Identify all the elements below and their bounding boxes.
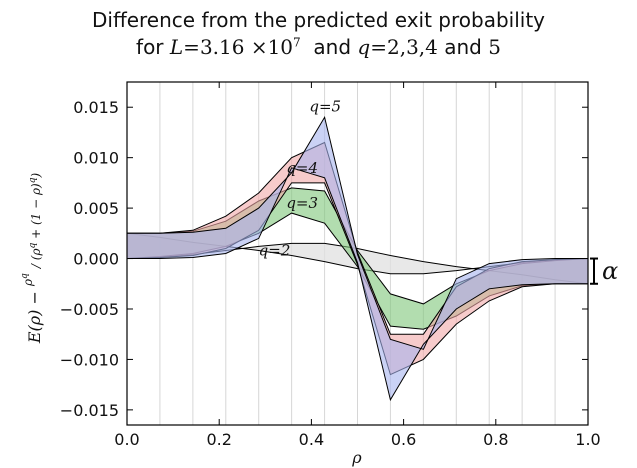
grid-layer [159,82,556,425]
y-tick-label: −0.010 [60,350,119,369]
y-tick-label: 0.015 [73,98,119,117]
title-q-symbol: q [357,35,371,59]
svg-text:E(ρ) − ρq / (ρq: E(ρ) − ρq / (ρq + (1 − ρ)q) [12,173,44,345]
chart-title-line-1: Difference from the predicted exit proba… [91,8,546,32]
x-tick-label: 0.6 [391,430,416,449]
title-and-1: and [313,35,352,59]
curve-label: q=3 [286,194,318,212]
x-tick-label: 0.2 [206,430,231,449]
band-q-5 [127,117,588,400]
band-upper-q-5 [127,115,588,350]
tick-layer: 0.015 0.010 0.005 0.000 −0.005 −0.010 −0.015 0.… [60,82,601,449]
chart-title-line-2: for L=3.16 ×107 and q=2,3,4 and 5 [136,35,501,59]
title-L-exponent: 7 [293,35,301,50]
y-axis-label: E(ρ) − ρq / (ρq + (1 − ρ)q) [12,173,44,345]
y-tick-label: −0.005 [60,300,119,319]
title-q-last: 5 [488,35,501,59]
band-lower-q-5 [127,167,588,402]
x-tick-label: 0.8 [483,430,508,449]
curve-label: q=2 [259,242,291,260]
title-L-symbol: L [169,35,184,59]
alpha-annotation: α [590,257,618,285]
x-tick-label: 0.4 [299,430,324,449]
y-tick-label: 0.010 [73,149,119,168]
curve-label-layer: q=5 q=4 q=3 q=2 [259,97,341,259]
title-L-value: 3.16 ×10 [199,35,294,59]
alpha-label: α [602,257,618,285]
title-prefix: for [136,35,170,59]
x-tick-label: 0.0 [114,430,139,449]
y-tick-label: −0.015 [60,401,119,420]
band-layer [126,115,589,402]
curve-label: q=4 [286,159,318,177]
y-tick-label: 0.005 [73,199,119,218]
title-and-2: and [444,35,482,59]
curve-label: q=5 [309,97,341,115]
title-q-values: 2,3,4 [386,35,438,59]
plot-frame [126,81,589,426]
x-axis-label: ρ [351,448,362,467]
y-tick-label: 0.000 [73,250,119,269]
x-tick-label: 1.0 [575,430,600,449]
